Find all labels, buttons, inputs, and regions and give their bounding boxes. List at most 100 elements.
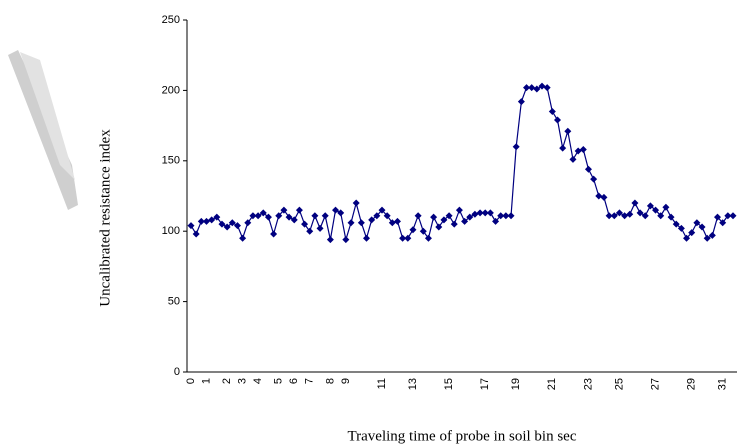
data-point xyxy=(239,234,247,242)
data-point xyxy=(259,209,267,217)
data-point xyxy=(533,85,541,93)
data-point xyxy=(646,202,654,210)
data-point xyxy=(347,219,355,227)
data-point xyxy=(528,84,536,92)
data-point xyxy=(677,224,685,232)
data-point xyxy=(368,216,376,224)
x-tick-label: 13 xyxy=(407,378,419,390)
data-point xyxy=(481,209,489,217)
data-point xyxy=(373,212,381,220)
data-point xyxy=(621,212,629,220)
data-point xyxy=(600,193,608,201)
data-point xyxy=(724,212,732,220)
data-point xyxy=(244,219,252,227)
data-point xyxy=(280,206,288,214)
x-tick-label: 8 xyxy=(324,378,336,384)
data-point xyxy=(290,216,298,224)
data-point xyxy=(553,116,561,124)
data-point xyxy=(497,212,505,220)
data-point xyxy=(595,192,603,200)
data-point xyxy=(455,206,463,214)
data-point xyxy=(275,212,283,220)
x-tick-label: 9 xyxy=(340,378,352,384)
data-point xyxy=(332,206,340,214)
x-tick-label: 29 xyxy=(686,378,698,390)
data-point xyxy=(321,212,329,220)
data-point xyxy=(187,222,195,230)
data-point xyxy=(445,212,453,220)
data-point xyxy=(461,217,469,225)
data-point xyxy=(440,216,448,224)
data-point xyxy=(693,219,701,227)
data-point xyxy=(202,217,210,225)
data-point xyxy=(641,212,649,220)
data-point xyxy=(388,219,396,227)
data-point xyxy=(610,212,618,220)
data-point xyxy=(301,220,309,228)
data-point xyxy=(564,127,572,135)
data-point xyxy=(569,155,577,163)
data-point xyxy=(363,234,371,242)
data-point xyxy=(192,230,200,238)
data-point xyxy=(311,212,319,220)
data-point xyxy=(326,236,334,244)
data-point xyxy=(295,206,303,214)
data-point xyxy=(197,217,205,225)
data-point xyxy=(605,212,613,220)
data-point xyxy=(424,234,432,242)
data-point xyxy=(492,217,500,225)
x-tick-label: 23 xyxy=(582,378,594,390)
x-tick-label: 21 xyxy=(546,378,558,390)
data-point xyxy=(435,223,443,231)
data-point xyxy=(502,212,510,220)
watermark xyxy=(8,50,78,210)
data-point xyxy=(337,209,345,217)
data-point xyxy=(667,213,675,221)
data-point xyxy=(708,231,716,239)
data-point xyxy=(213,213,221,221)
x-tick-label: 27 xyxy=(649,378,661,390)
series-line xyxy=(190,85,733,241)
data-point xyxy=(626,210,634,218)
data-point xyxy=(352,199,360,207)
x-tick-label: 2 xyxy=(221,378,233,384)
data-point xyxy=(270,230,278,238)
data-point xyxy=(264,213,272,221)
data-point xyxy=(662,203,670,211)
data-point xyxy=(672,220,680,228)
data-point xyxy=(285,213,293,221)
data-point xyxy=(657,212,665,220)
x-tick-label: 6 xyxy=(288,378,300,384)
data-point xyxy=(486,209,494,217)
data-point xyxy=(254,212,262,220)
data-point xyxy=(306,227,314,235)
data-point xyxy=(615,209,623,217)
data-point xyxy=(631,199,639,207)
data-point xyxy=(342,236,350,244)
x-axis-label: Traveling time of probe in soil bin sec xyxy=(348,428,577,444)
data-point xyxy=(517,98,525,106)
data-point xyxy=(543,84,551,92)
x-tick-label: 5 xyxy=(273,378,285,384)
x-tick-label: 15 xyxy=(443,378,455,390)
data-point xyxy=(316,224,324,232)
data-point xyxy=(579,146,587,154)
y-axis-label: Uncalibrated resistance index xyxy=(97,129,113,307)
x-tick-label: 11 xyxy=(376,378,388,389)
data-point xyxy=(476,209,484,217)
data-point xyxy=(218,220,226,228)
x-tick-label: 19 xyxy=(510,378,522,390)
x-tick-label: 17 xyxy=(479,378,491,390)
y-tick-label: 100 xyxy=(162,225,180,237)
data-point xyxy=(652,206,660,214)
data-point xyxy=(559,144,567,152)
data-point xyxy=(538,82,546,90)
data-point xyxy=(208,216,216,224)
data-point xyxy=(471,210,479,218)
data-point xyxy=(688,229,696,237)
data-point xyxy=(430,213,438,221)
data-point xyxy=(223,223,231,231)
data-point xyxy=(233,222,241,230)
